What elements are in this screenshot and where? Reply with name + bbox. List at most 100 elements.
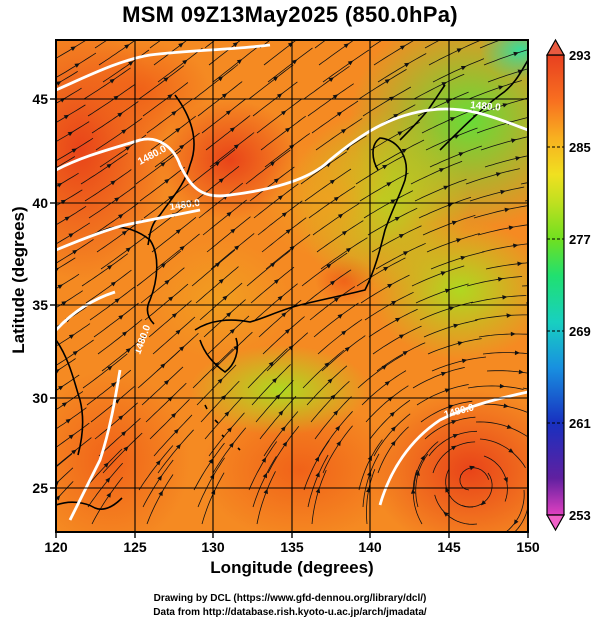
streamline [356,257,406,287]
streamline [209,132,255,168]
streamline [250,266,295,304]
streamline [311,100,359,134]
streamline-arrow [401,148,408,154]
streamline-arrow [160,263,166,268]
streamline [151,216,197,253]
colorbar-gradient [546,54,565,516]
streamline [98,40,137,66]
streamline-arrow [315,487,321,494]
streamline [149,40,162,49]
streamline-arrow [443,185,449,190]
streamline-arrow [396,28,401,33]
streamline [56,391,84,411]
streamline [470,295,527,304]
x-axis-label: Longitude (degrees) [210,558,374,577]
streamline-arrow [114,197,120,202]
streamline-arrow [171,313,178,318]
streamline [148,300,192,338]
streamline-arrow [107,265,113,270]
streamline-arrow [569,359,574,364]
streamline-arrow [74,63,80,68]
streamline-arrow [451,445,457,451]
streamline-arrow [71,148,77,153]
streamline-arrow [160,363,166,369]
streamline-arrow [469,465,475,471]
streamline [146,99,193,134]
streamline-arrow [506,313,512,318]
streamline [193,442,225,491]
streamline [193,64,239,100]
streamline-arrow [440,271,447,276]
streamline-arrow [217,76,224,82]
streamline-arrow [268,361,274,367]
streamline [477,224,528,236]
streamline-arrow [233,144,240,150]
streamline-arrow [65,418,71,424]
streamline [195,266,239,304]
x-tick-label: 125 [123,539,147,555]
streamline [256,98,302,134]
streamline-arrow [179,144,185,150]
streamline-arrow [518,369,524,375]
streamline [308,185,356,219]
streamline [249,166,295,202]
y-axis-label: Latitude (degrees) [9,206,28,354]
streamline [465,168,520,185]
x-tick-label: 140 [358,539,382,555]
streamline-arrow [448,404,454,409]
streamline-arrow [236,59,243,65]
streamline-arrow [344,346,350,352]
streamline [486,370,528,374]
streamline [318,40,355,66]
streamline [434,494,478,525]
streamline-arrow [572,378,577,382]
streamline [93,302,139,338]
streamline-arrow [118,415,124,421]
streamline [98,418,141,457]
streamline-arrow [58,385,64,391]
streamline-arrow [221,93,228,99]
streamline [135,150,182,185]
streamline-arrow [333,410,339,416]
streamline [254,283,298,321]
streamline [485,262,528,270]
streamline-arrow [495,172,502,177]
streamline [206,216,251,253]
streamline-arrow [68,434,74,440]
streamline-arrow [225,110,232,116]
streamline [362,86,412,117]
streamline [137,350,180,389]
streamline [372,325,422,355]
streamline-arrow [224,411,230,417]
streamline-arrow [173,428,179,434]
streamline-arrow [218,278,224,284]
streamline [247,348,288,389]
streamline [81,253,129,287]
streamline-arrow [399,45,406,50]
streamline-arrow [272,76,279,82]
streamline [369,399,411,440]
streamline [423,319,478,338]
streamline-arrow [439,168,445,173]
streamline [56,323,91,347]
streamline-arrow [514,519,519,525]
streamline [91,476,123,525]
colorbar-max-arrow [545,38,566,56]
streamline [412,367,465,389]
streamline [322,49,370,83]
streamline-arrow [332,94,339,100]
streamline [476,117,528,134]
streamline [89,286,136,321]
grid-lines [56,40,528,532]
streamline [56,407,87,430]
streamline-arrow [57,284,63,289]
streamline [56,189,83,207]
streamline-arrow [229,25,234,30]
streamline [246,250,291,287]
streamline-arrow [175,127,181,133]
streamline-arrow [339,26,344,31]
streamline [431,356,487,372]
streamline [255,380,294,423]
streamline-arrow [168,195,174,201]
streamline-arrow [124,44,130,49]
